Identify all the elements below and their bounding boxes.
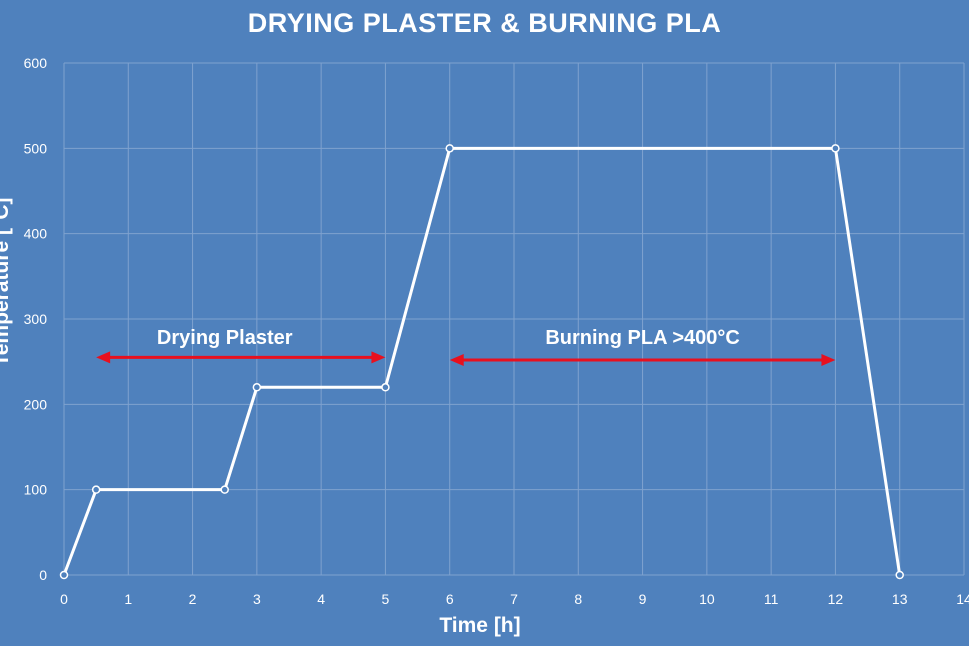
x-tick-label: 7 xyxy=(510,591,518,607)
y-tick-label: 600 xyxy=(24,55,48,71)
chart-title: DRYING PLASTER & BURNING PLA xyxy=(247,8,722,38)
x-tick-label: 1 xyxy=(124,591,132,607)
arrow-head-right xyxy=(371,351,386,364)
annotation-label: Drying Plaster xyxy=(157,327,293,349)
y-tick-label: 200 xyxy=(24,396,48,412)
data-point xyxy=(91,485,101,494)
arrow-head-left xyxy=(449,353,464,366)
data-point xyxy=(445,144,454,153)
x-tick-label: 14 xyxy=(956,591,969,607)
x-tick-label: 3 xyxy=(253,591,261,607)
x-tick-label: 2 xyxy=(189,591,197,607)
double-arrow xyxy=(96,351,386,364)
y-tick-label: 100 xyxy=(24,482,48,498)
y-tick-label: 0 xyxy=(39,567,47,583)
series-line xyxy=(62,146,902,576)
x-tick-label: 4 xyxy=(317,591,325,607)
data-point xyxy=(252,383,262,392)
x-tick-label: 0 xyxy=(60,591,68,607)
series-layer xyxy=(59,144,904,580)
annotation-arrows xyxy=(96,351,836,366)
annotation-labels: Drying Plaster Burning PLA >400°C xyxy=(157,327,740,349)
annotation-label: Burning PLA >400°C xyxy=(545,327,740,349)
data-point xyxy=(220,485,229,494)
x-tick-label: 10 xyxy=(699,591,715,607)
x-tick-label: 5 xyxy=(382,591,390,607)
arrow-head-right xyxy=(821,353,836,366)
x-tick-label: 12 xyxy=(828,591,844,607)
data-point xyxy=(831,144,840,153)
y-tick-label: 500 xyxy=(24,140,48,156)
x-tick-label: 13 xyxy=(892,591,908,607)
x-tick-label: 11 xyxy=(764,591,779,607)
x-tick-label: 9 xyxy=(639,591,647,607)
data-point xyxy=(59,570,69,580)
data-point xyxy=(895,570,904,580)
double-arrow xyxy=(449,353,836,366)
arrow-head-left xyxy=(96,351,111,364)
x-axis-title: Time [h] xyxy=(439,614,521,637)
y-tick-label: 400 xyxy=(24,226,48,242)
grid-lines xyxy=(63,62,965,576)
x-tick-label: 6 xyxy=(446,591,454,607)
y-tick-label: 300 xyxy=(24,311,48,327)
x-tick-label: 8 xyxy=(574,591,582,607)
data-point xyxy=(381,383,390,392)
